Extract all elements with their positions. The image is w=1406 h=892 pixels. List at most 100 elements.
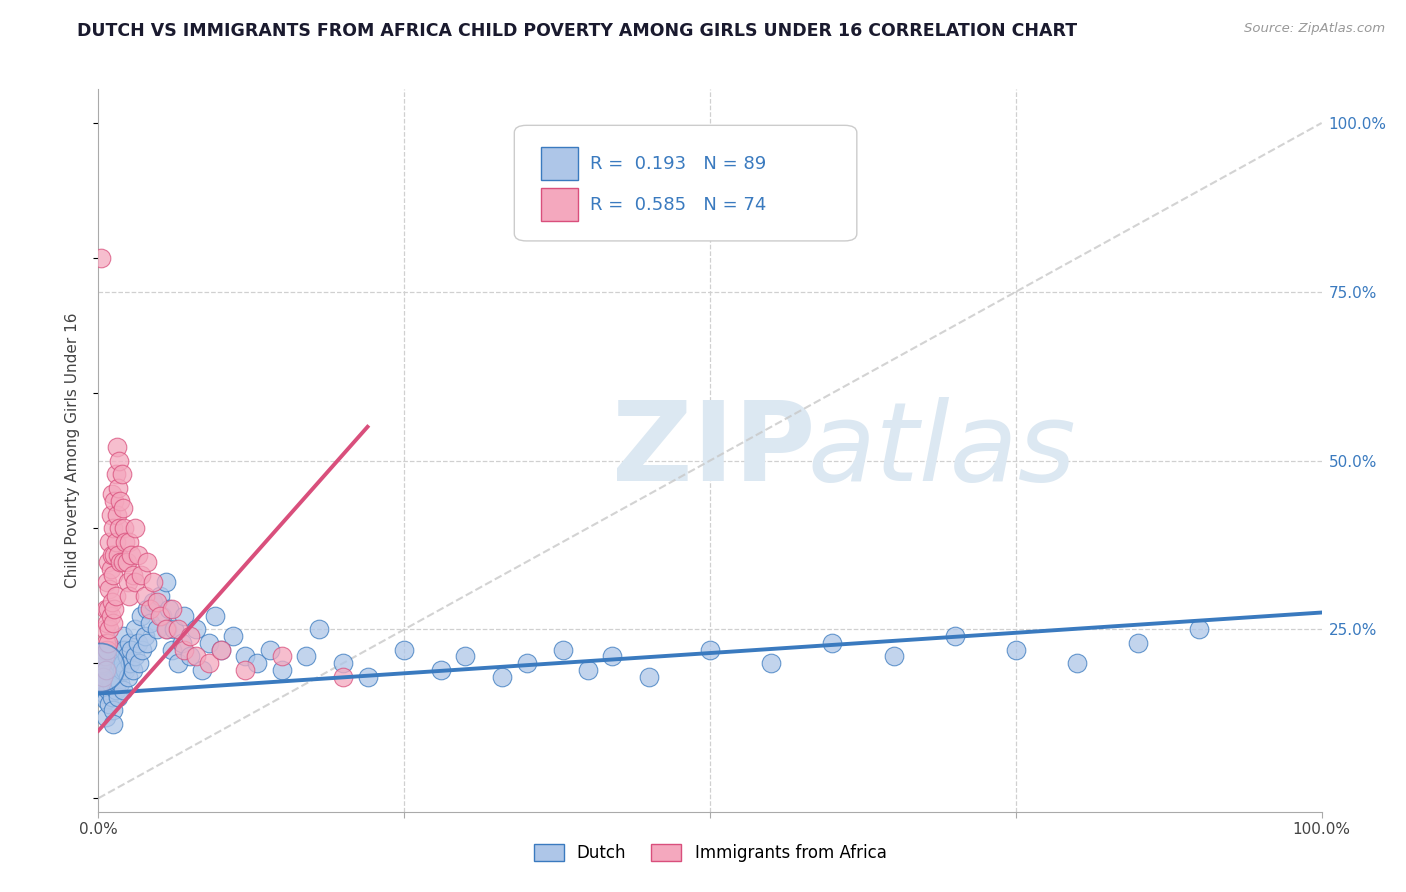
Point (332, 656, 354, 670)
Text: atlas: atlas (808, 397, 1077, 504)
Point (883, 649, 905, 664)
Point (179, 629, 201, 643)
Point (94, 602, 117, 616)
Point (155, 623, 177, 637)
Point (110, 676, 132, 690)
Point (149, 608, 172, 623)
Point (637, 670, 661, 684)
Point (101, 548, 124, 562)
Point (101, 521, 124, 535)
Point (110, 642, 132, 657)
Point (108, 656, 131, 670)
Point (121, 568, 143, 582)
Point (118, 534, 141, 549)
Point (134, 589, 156, 603)
Point (103, 670, 125, 684)
Point (160, 602, 183, 616)
Point (167, 623, 190, 637)
Point (111, 683, 134, 698)
Point (97, 636, 120, 650)
Point (120, 548, 142, 562)
Point (129, 608, 152, 623)
Point (101, 568, 124, 582)
Y-axis label: Child Poverty Among Girls Under 16: Child Poverty Among Girls Under 16 (65, 313, 80, 588)
Point (112, 642, 135, 657)
Point (90, 676, 112, 690)
Point (107, 548, 129, 562)
Point (136, 602, 159, 616)
Point (209, 642, 232, 657)
Point (111, 663, 134, 677)
Point (115, 649, 138, 664)
Point (98, 534, 121, 549)
Point (179, 649, 201, 664)
Point (100, 676, 122, 690)
Point (101, 703, 124, 717)
Point (103, 602, 125, 616)
Point (150, 608, 173, 623)
Point (96, 615, 118, 630)
Point (121, 663, 143, 677)
Point (104, 589, 127, 603)
Point (186, 649, 208, 664)
Point (157, 602, 180, 616)
Point (101, 690, 124, 704)
Point (100, 561, 122, 575)
Point (233, 649, 256, 664)
Point (94, 693, 117, 707)
Point (89, 659, 111, 673)
Point (94, 636, 117, 650)
Point (553, 642, 575, 657)
Point (104, 534, 127, 549)
Point (118, 589, 141, 603)
Point (104, 467, 127, 481)
Point (101, 487, 124, 501)
Point (1004, 642, 1026, 657)
Point (93, 623, 115, 637)
Text: ZIP: ZIP (612, 397, 815, 504)
Point (96, 575, 118, 590)
Point (124, 649, 146, 664)
Point (295, 649, 318, 664)
Point (91, 642, 114, 657)
Point (186, 623, 208, 637)
Point (173, 642, 195, 657)
Point (124, 575, 146, 590)
Point (197, 656, 219, 670)
Text: Source: ZipAtlas.com: Source: ZipAtlas.com (1244, 22, 1385, 36)
Point (94, 663, 117, 677)
Point (115, 555, 138, 569)
Point (108, 453, 131, 467)
Point (120, 656, 142, 670)
FancyBboxPatch shape (541, 147, 578, 179)
Point (167, 656, 190, 670)
Point (430, 663, 453, 677)
FancyBboxPatch shape (515, 125, 856, 241)
Point (100, 608, 122, 623)
Point (600, 649, 623, 664)
Point (139, 602, 162, 616)
Point (103, 642, 125, 657)
Point (127, 548, 149, 562)
Point (110, 494, 132, 508)
Point (191, 663, 214, 677)
Point (111, 467, 134, 481)
Point (91, 656, 114, 670)
Point (131, 642, 153, 657)
Point (136, 636, 159, 650)
Point (163, 623, 186, 637)
Point (100, 656, 122, 670)
Point (90, 251, 112, 265)
Point (308, 623, 330, 637)
Point (96, 670, 118, 684)
Point (114, 663, 136, 677)
Text: R =  0.585   N = 74: R = 0.585 N = 74 (591, 196, 766, 214)
Point (105, 649, 128, 664)
Point (93, 649, 115, 664)
Point (105, 508, 128, 522)
Point (96, 642, 118, 657)
Point (98, 582, 121, 596)
Point (356, 670, 378, 684)
Point (491, 670, 513, 684)
Point (821, 636, 844, 650)
